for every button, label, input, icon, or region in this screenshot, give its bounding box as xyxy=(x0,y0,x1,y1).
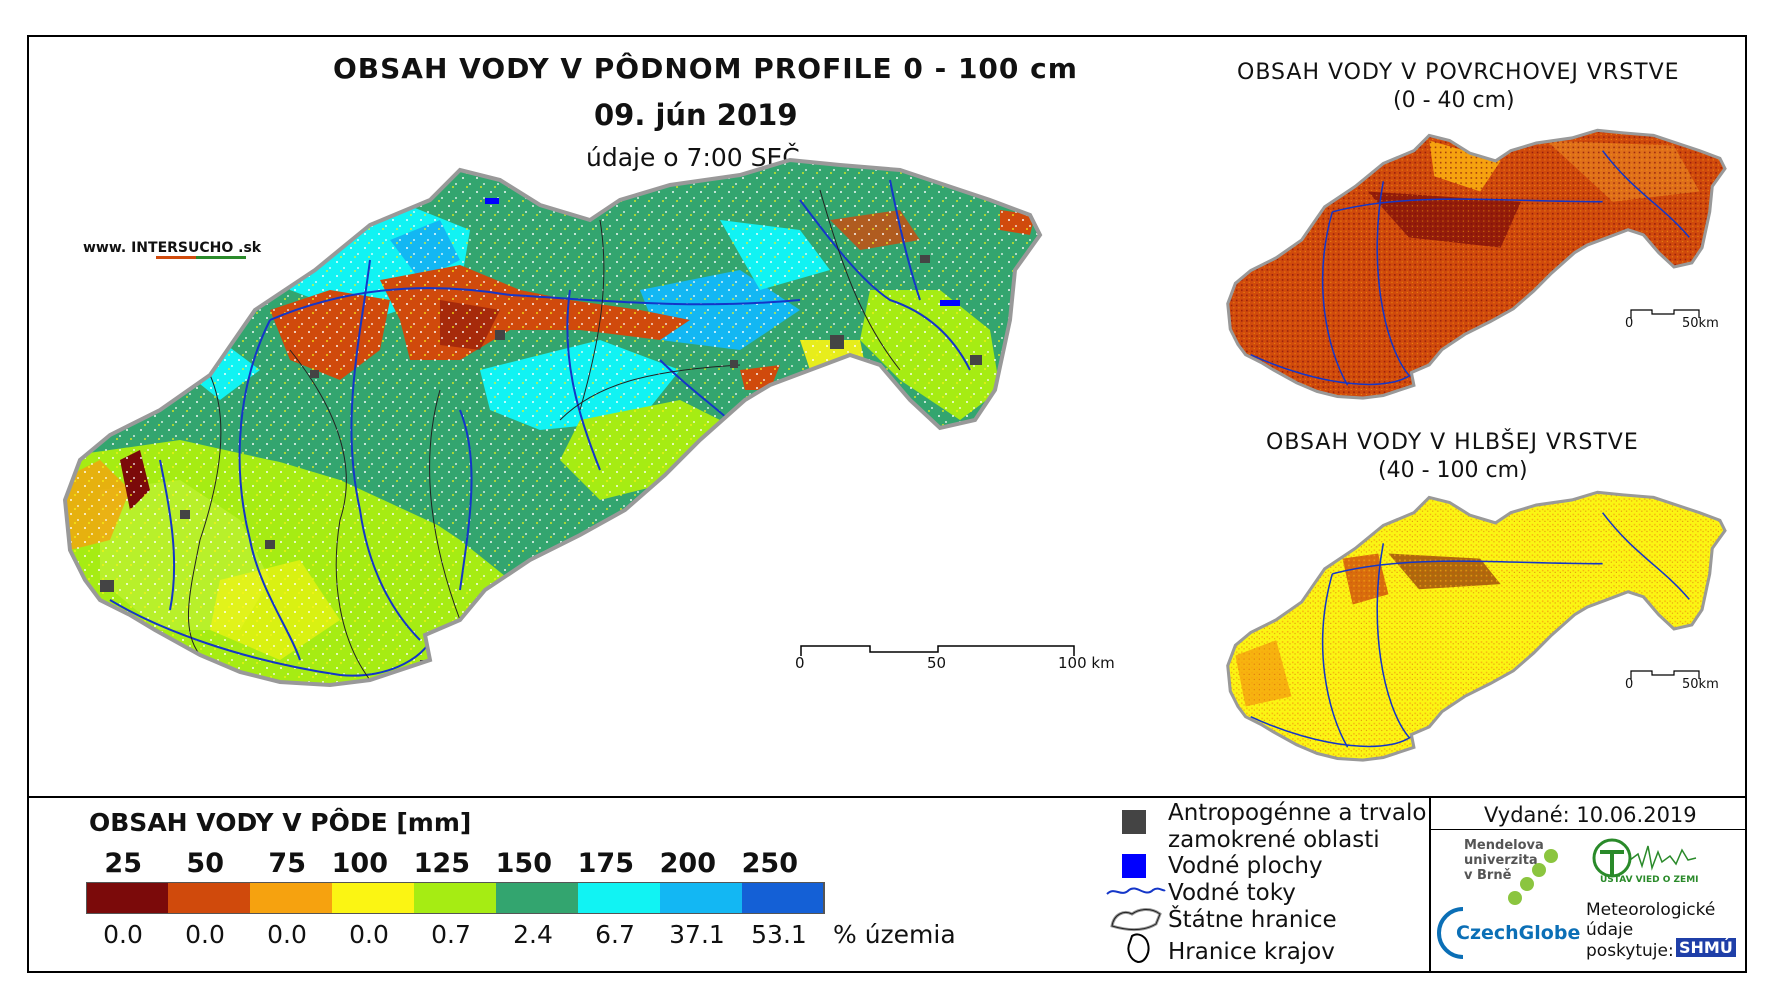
water-body-symbol xyxy=(1122,854,1146,878)
inset-bottom-title: OBSAH VODY V HLBŠEJ VRSTVE xyxy=(1266,430,1639,455)
legend-percentage: 6.7 xyxy=(595,920,635,949)
legend-percentage: 0.0 xyxy=(349,920,389,949)
met-label-1: Meteorologické xyxy=(1586,900,1716,920)
legend-threshold: 150 xyxy=(495,848,552,879)
shmu-logo: SHMÚ xyxy=(1676,938,1736,957)
uvoz-logo xyxy=(1592,838,1697,878)
legend-threshold: 75 xyxy=(268,848,306,879)
intersucho-watermark: www. INTERSUCHO .sk xyxy=(83,240,262,256)
legend-threshold: 175 xyxy=(577,848,634,879)
credits-divider xyxy=(1431,829,1747,830)
legend-percentage: 2.4 xyxy=(513,920,553,949)
water-body-label: Vodné plochy xyxy=(1168,853,1323,879)
state-border-label: Štátne hranice xyxy=(1168,907,1337,933)
inset-top-scale-0: 0 xyxy=(1625,316,1634,331)
region-border-symbol xyxy=(1127,933,1150,964)
inset-top-scale-bar xyxy=(1630,309,1700,318)
legend-threshold: 200 xyxy=(659,848,716,879)
legend-percentage: 0.0 xyxy=(267,920,307,949)
legend-percentage: 0.7 xyxy=(431,920,471,949)
watermark-underline xyxy=(156,256,246,259)
anthropogenic-label-2: zamokrené oblasti xyxy=(1168,827,1380,853)
river-symbol xyxy=(1106,887,1166,895)
inset-top-title: OBSAH VODY V POVRCHOVEJ VRSTVE xyxy=(1237,60,1680,85)
met-label-2: údaje xyxy=(1586,920,1634,940)
legend-color-box xyxy=(578,882,661,914)
main-scale-tick-100: 100 km xyxy=(1058,654,1115,672)
main-scale-tick-0: 0 xyxy=(795,654,805,672)
mendel-dots-logo xyxy=(1508,849,1558,905)
legend-title: OBSAH VODY V PÔDE [mm] xyxy=(89,808,472,837)
legend-unit: % územia xyxy=(833,920,956,949)
anthropogenic-label-1: Antropogénne a trvalo xyxy=(1168,800,1427,826)
legend-percentage: 0.0 xyxy=(185,920,225,949)
main-map xyxy=(62,157,1043,688)
anthropogenic-symbol xyxy=(1122,810,1146,834)
inset-bottom-map xyxy=(1226,490,1727,762)
map-frame xyxy=(27,35,1747,973)
legend-scale-outline xyxy=(86,882,824,914)
legend-percentage: 53.1 xyxy=(751,920,807,949)
legend-percentage: 37.1 xyxy=(669,920,725,949)
legend-color-box xyxy=(414,882,497,914)
region-border-label: Hranice krajov xyxy=(1168,939,1335,965)
river-label: Vodné toky xyxy=(1168,880,1296,906)
inset-bottom-scale-0: 0 xyxy=(1625,677,1634,692)
inset-top-scale-50: 50km xyxy=(1682,316,1719,331)
legend-threshold: 50 xyxy=(186,848,224,879)
legend-color-box xyxy=(86,882,169,914)
met-label-3: poskytuje: xyxy=(1586,941,1674,961)
state-border-symbol xyxy=(1110,908,1162,932)
legend-threshold: 125 xyxy=(413,848,470,879)
mendel-label-3: v Brně xyxy=(1464,868,1512,883)
legend-threshold: 25 xyxy=(104,848,142,879)
inset-bottom-scale-bar xyxy=(1630,670,1700,679)
mendel-label-2: univerzita xyxy=(1464,853,1538,868)
inset-bottom-scale-50: 50km xyxy=(1682,677,1719,692)
mendel-label-1: Mendelova xyxy=(1464,838,1544,853)
czechglobe-logo-text: CzechGlobe xyxy=(1456,922,1581,944)
legend-threshold: 100 xyxy=(331,848,388,879)
legend-threshold: 250 xyxy=(741,848,798,879)
legend-color-box xyxy=(168,882,251,914)
inset-top-subtitle: (0 - 40 cm) xyxy=(1393,88,1515,113)
legend-color-box xyxy=(742,882,825,914)
legend-column-divider xyxy=(1429,796,1431,973)
inset-bottom-subtitle: (40 - 100 cm) xyxy=(1378,458,1528,483)
main-title: OBSAH VODY V PÔDNOM PROFILE 0 - 100 cm xyxy=(333,52,1078,85)
issued-date: Vydané: 10.06.2019 xyxy=(1484,803,1697,827)
legend-divider xyxy=(27,796,1747,798)
main-date: 09. jún 2019 xyxy=(594,98,798,132)
legend-percentage: 0.0 xyxy=(103,920,143,949)
inset-top-map xyxy=(1226,128,1727,400)
legend-color-box xyxy=(332,882,415,914)
uvoz-label: ÚSTAV VIED O ZEMI xyxy=(1600,875,1699,885)
czechglobe-arc-logo xyxy=(1437,907,1464,959)
main-scale-bar xyxy=(800,645,1075,656)
main-scale-tick-50: 50 xyxy=(927,654,947,672)
